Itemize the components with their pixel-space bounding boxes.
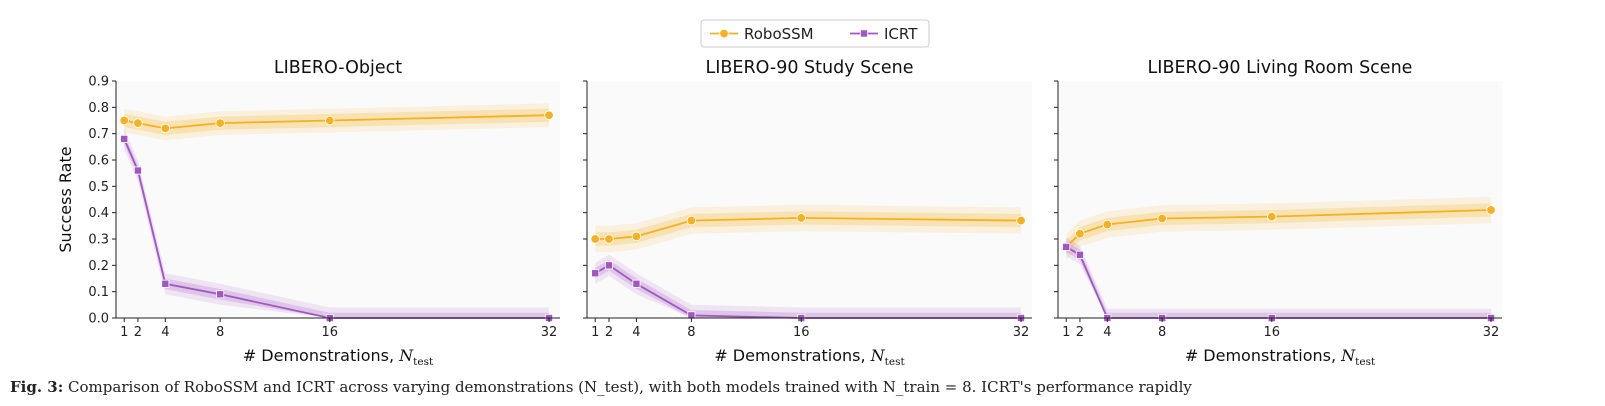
point-robossm-2 — [1075, 229, 1085, 239]
x-tick-label: 1 — [591, 325, 599, 340]
x-axis-label: # Demonstrations, Ntest — [1185, 346, 1376, 368]
point-robossm-4 — [160, 123, 171, 134]
y-tick-label: 0.4 — [88, 206, 109, 221]
y-tick-label: 0.6 — [88, 154, 109, 169]
point-robossm-1 — [119, 115, 129, 126]
x-tick-label: 2 — [605, 325, 613, 340]
caption-label: Fig. 3: — [10, 378, 64, 396]
band-inner-robossm — [1066, 203, 1491, 254]
point-robossm-4 — [1102, 219, 1113, 230]
point-robossm-32 — [1016, 215, 1026, 226]
x-tick-label: 8 — [687, 325, 695, 340]
point-robossm-2 — [133, 118, 143, 128]
x-tick-label: 4 — [632, 325, 640, 340]
figure-caption: Fig. 3: Comparison of RoboSSM and ICRT a… — [10, 378, 1600, 406]
x-tick-label: 8 — [216, 325, 224, 340]
band-outer-robossm — [595, 204, 1021, 253]
point-robossm-8 — [215, 118, 225, 128]
x-tick-label: 2 — [134, 325, 142, 340]
point-robossm-8 — [1157, 213, 1167, 224]
point-robossm-16 — [796, 213, 806, 223]
point-icrt-2 — [604, 261, 613, 270]
band-inner-robossm — [124, 108, 549, 135]
legend: RoboSSM ICRT — [700, 19, 930, 48]
point-robossm-32 — [1486, 205, 1496, 215]
point-robossm-2 — [604, 234, 614, 244]
band-outer-icrt — [595, 254, 1021, 318]
x-tick-label: 16 — [1264, 325, 1281, 340]
chart-panel-1: LIBERO-Object 0.0 0.1 0.2 0.3 0.4 0.5 0.6 0.7 0.8… — [56, 58, 560, 368]
point-icrt-1 — [120, 134, 129, 143]
point-icrt-2 — [133, 166, 142, 175]
y-tick-label: 0.2 — [88, 259, 109, 274]
legend-marker-robossm — [719, 28, 729, 39]
y-tick-label: 0.9 — [88, 75, 109, 90]
x-tick-label: 32 — [1013, 325, 1030, 340]
point-robossm-4 — [631, 231, 642, 242]
y-axis-label: Success Rate — [56, 146, 75, 252]
x-tick-label: 32 — [1483, 325, 1500, 340]
y-tick-label: 0.0 — [88, 312, 109, 327]
y-tick-label: 0.3 — [88, 233, 109, 248]
caption-text: Comparison of RoboSSM and ICRT across va… — [68, 378, 1192, 396]
point-robossm-16 — [325, 115, 335, 126]
point-icrt-8 — [216, 290, 225, 299]
y-tick-label: 0.8 — [88, 101, 109, 116]
legend-label-icrt: ICRT — [884, 25, 918, 43]
legend-label-robossm: RoboSSM — [744, 25, 814, 43]
x-tick-label: 1 — [1062, 325, 1070, 340]
x-tick-label: 4 — [161, 325, 169, 340]
x-tick-label: 16 — [793, 325, 810, 340]
x-axis-label: # Demonstrations, Ntest — [714, 346, 905, 368]
chart-title: LIBERO-Object — [274, 58, 402, 78]
plot-area — [1058, 81, 1502, 318]
point-icrt-4 — [161, 279, 170, 288]
x-tick-label: 4 — [1103, 325, 1111, 340]
chart-panel-2: LIBERO-90 Study Scene 1 2 4 8 16 32 # Demonstra… — [583, 58, 1032, 368]
point-robossm-16 — [1267, 211, 1277, 222]
y-tick-label: 0.5 — [88, 180, 109, 195]
band-outer-icrt — [1066, 237, 1491, 318]
x-tick-label: 2 — [1076, 325, 1084, 340]
band-outer-robossm — [124, 103, 549, 141]
x-axis-label: # Demonstrations, Ntest — [243, 346, 434, 368]
figure: RoboSSM ICRT LIBERO-Object 0.0 0.1 0.2 0.3 0.4 0… — [56, 19, 1502, 368]
x-tick-label: 32 — [541, 325, 558, 340]
chart-title: LIBERO-90 Living Room Scene — [1148, 58, 1413, 78]
y-tick-label: 0.7 — [88, 127, 109, 142]
chart-panel-3: LIBERO-90 Living Room Scene 1 2 4 8 16 32 # Dem… — [1054, 58, 1502, 368]
plot-area — [587, 81, 1032, 318]
point-icrt-4 — [632, 279, 641, 288]
legend-frame — [700, 19, 930, 48]
y-tick-label: 0.1 — [88, 285, 109, 300]
x-tick-label: 1 — [120, 325, 128, 340]
x-tick-label: 16 — [322, 325, 339, 340]
point-robossm-32 — [544, 110, 554, 120]
point-icrt-1 — [591, 269, 600, 278]
chart-title: LIBERO-90 Study Scene — [706, 58, 914, 78]
point-icrt-2 — [1075, 250, 1084, 259]
point-robossm-1 — [590, 234, 600, 244]
point-icrt-1 — [1062, 242, 1071, 251]
x-tick-label: 8 — [1158, 325, 1166, 340]
point-robossm-8 — [686, 215, 697, 226]
legend-marker-icrt — [860, 29, 869, 38]
